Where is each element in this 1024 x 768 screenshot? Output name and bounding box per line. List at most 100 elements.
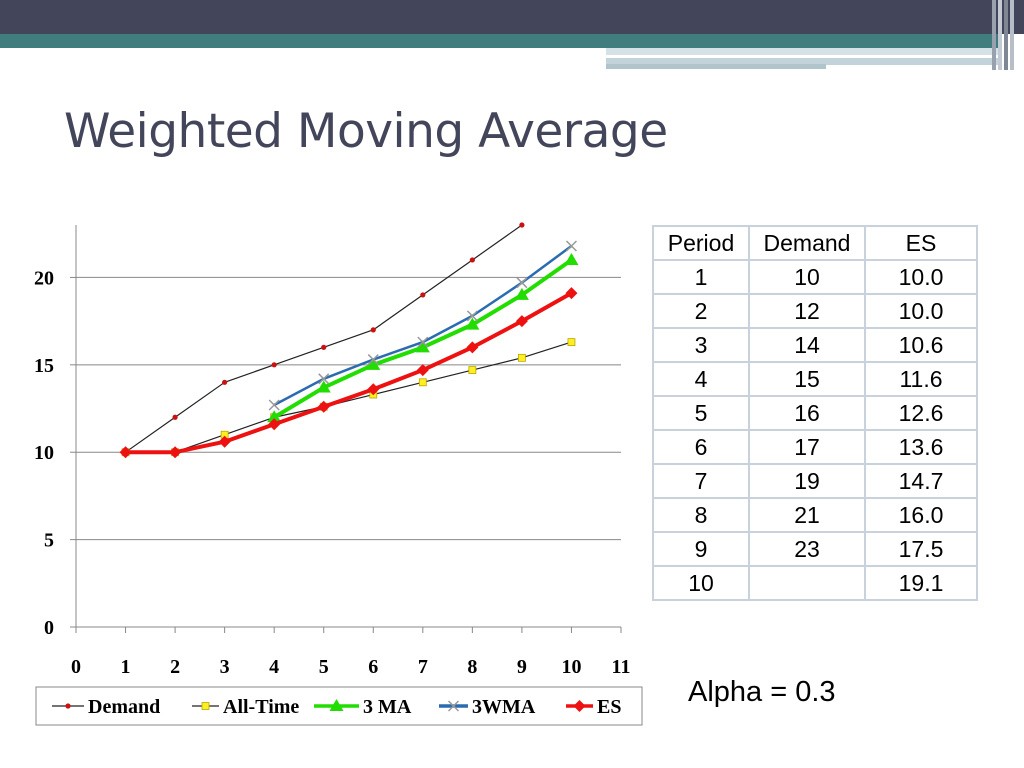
table-row: 6 17 13.6 [652, 429, 978, 465]
table-cell: 19.1 [864, 565, 978, 601]
table-row: 8 21 16.0 [652, 497, 978, 533]
table-cell: 17 [748, 429, 866, 465]
table-header-es: ES [864, 225, 978, 261]
table-row: 4 15 11.6 [652, 361, 978, 397]
table-cell: 4 [652, 361, 750, 397]
point-es [317, 400, 330, 413]
table-cell: 6 [652, 429, 750, 465]
point-3-ma [564, 252, 579, 265]
point-all-time [418, 378, 427, 387]
point-demand [370, 327, 376, 333]
point-es [218, 435, 231, 448]
table-cell: 10 [748, 259, 866, 295]
point-3wma [367, 354, 379, 366]
table-cell: 2 [652, 293, 750, 329]
alpha-label: Alpha = 0.3 [688, 676, 836, 708]
series-line-demand [125, 224, 523, 453]
chart-legend: Demand All-Time 3 MA 3WMA ES [35, 686, 643, 726]
legend-marker [65, 703, 71, 709]
table-cell: 16.0 [864, 497, 978, 533]
table-header-period: Period [652, 225, 750, 261]
table-cell: 11.6 [864, 361, 978, 397]
header-accent-line [606, 58, 1000, 65]
header-dark-bar [0, 0, 1024, 34]
series-es [119, 287, 578, 459]
point-demand [222, 379, 228, 385]
point-3wma [516, 277, 528, 289]
point-es [268, 418, 281, 431]
point-3-ma [465, 317, 480, 330]
point-demand [519, 222, 525, 228]
legend-entry-3wma: 3WMA [439, 696, 536, 718]
point-demand [271, 362, 277, 368]
x-tick-label: 1 [121, 656, 131, 678]
x-tick-label: 10 [561, 656, 581, 678]
point-es [416, 364, 429, 377]
point-3wma [268, 399, 280, 411]
legend-label: 3 MA [363, 696, 412, 718]
legend-marker [201, 702, 210, 710]
point-es [565, 287, 578, 300]
legend-entry-demand: Demand [52, 696, 160, 718]
legend-label: ES [597, 696, 621, 718]
table-cell: 3 [652, 327, 750, 363]
table-cell: 10 [652, 565, 750, 601]
table-row: 1 10 10.0 [652, 259, 978, 295]
legend-label: All-Time [223, 696, 299, 718]
y-tick-label: 5 [44, 530, 54, 552]
header-pillars-decoration [992, 0, 1024, 70]
table-cell: 15 [748, 361, 866, 397]
point-es [466, 341, 479, 354]
table-cell: 10.6 [864, 327, 978, 363]
point-3-ma [267, 410, 282, 423]
table-row: 2 12 10.0 [652, 293, 978, 329]
table-cell: 19 [748, 463, 866, 499]
point-3wma [466, 310, 478, 322]
series-demand [122, 222, 525, 455]
x-tick-label: 0 [71, 656, 81, 678]
table-cell: 7 [652, 463, 750, 499]
table-row: 9 23 17.5 [652, 531, 978, 567]
table-cell: 12.6 [864, 395, 978, 431]
table-cell: 17.5 [864, 531, 978, 567]
y-tick-label: 10 [34, 442, 54, 464]
table-row: 5 16 12.6 [652, 395, 978, 431]
point-es [515, 315, 528, 328]
point-all-time [468, 366, 477, 374]
line-chart: 0 5 10 15 20 0 1 2 3 4 5 6 7 8 9 10 11 Demand All-Time 3 M… [34, 222, 643, 726]
table-cell: 5 [652, 395, 750, 431]
slide-title: Weighted Moving Average [64, 104, 668, 159]
point-demand [321, 344, 327, 350]
table-cell: 9 [652, 531, 750, 567]
x-tick-label: 2 [170, 656, 180, 678]
table-cell: 23 [748, 531, 866, 567]
point-3-ma [514, 287, 529, 300]
point-3-ma [415, 340, 430, 353]
table-cell: 10.0 [864, 293, 978, 329]
table-cell: 1 [652, 259, 750, 295]
legend-label: Demand [88, 696, 160, 718]
table-cell: 16 [748, 395, 866, 431]
series-line-es [125, 291, 573, 455]
point-es [119, 446, 132, 459]
legend-marker [573, 700, 586, 712]
header-accent-line [606, 64, 826, 69]
table-cell: 14.7 [864, 463, 978, 499]
point-es [169, 446, 182, 459]
point-demand [172, 414, 178, 420]
point-3-ma [316, 380, 331, 393]
table-body: 1 10 10.0 2 12 10.0 3 14 10.6 4 15 11.6 5 16 12.6 6 17 13… [652, 259, 978, 601]
y-tick-label: 20 [34, 267, 54, 289]
header-accent-line [606, 48, 1000, 55]
point-3wma [565, 240, 577, 252]
header-band [0, 0, 1024, 70]
legend-label: 3WMA [472, 696, 536, 718]
chart-axes: 0 5 10 15 20 0 1 2 3 4 5 6 7 8 9 10 11 [34, 225, 630, 678]
chart-series [119, 222, 579, 459]
x-tick-label: 4 [269, 656, 279, 678]
table-cell: 13.6 [864, 429, 978, 465]
series-3-ma [267, 252, 579, 423]
point-3wma [417, 336, 429, 348]
table-cell: 14 [748, 327, 866, 363]
table-cell [748, 565, 866, 601]
